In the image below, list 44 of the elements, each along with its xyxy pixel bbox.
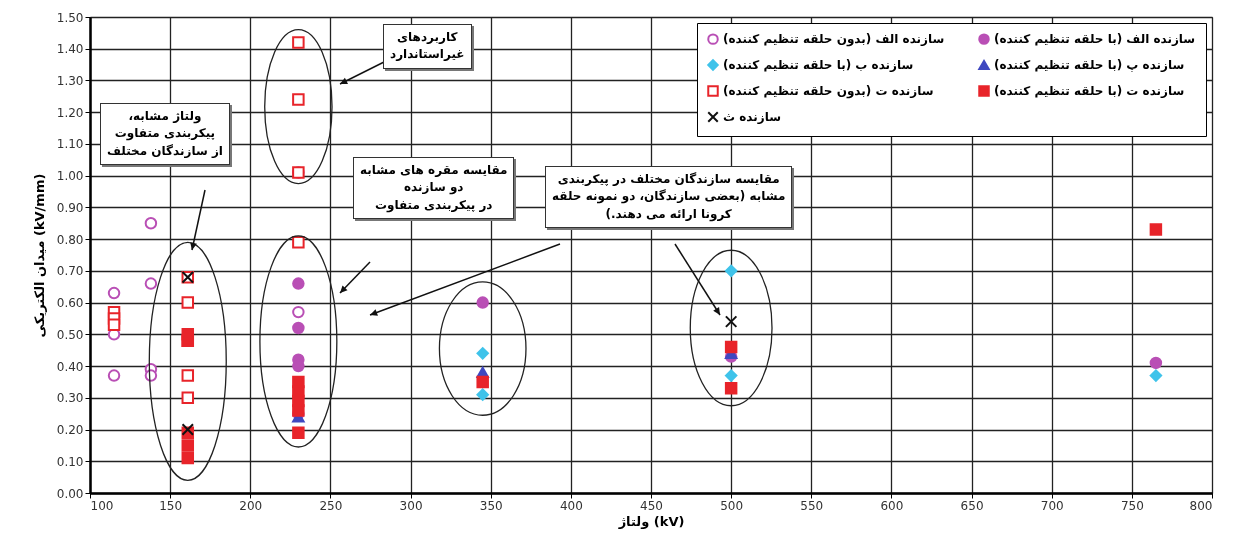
x-tick-label: 650 <box>960 498 984 513</box>
annotation: کاربردهای غیراستاندارد <box>383 24 472 69</box>
x-tick-label: 100 <box>90 498 114 513</box>
y-tick-label: 1.00 <box>56 169 84 184</box>
legend-label: سازنده ب (با حلقه تنظیم کننده) <box>723 58 914 72</box>
x-tick-label: 700 <box>1040 498 1064 513</box>
legend-label: سازنده ث <box>723 110 781 124</box>
y-tick-label: 0.00 <box>56 486 84 501</box>
x-tick-label: 550 <box>800 498 824 513</box>
x-tick-label: 400 <box>559 498 583 513</box>
y-tick-label: 0.90 <box>56 200 84 215</box>
y-tick-label: 0.50 <box>56 327 84 342</box>
x-tick-label: 300 <box>399 498 423 513</box>
x-axis-title: ولتاژ (kV) <box>617 513 685 529</box>
x-tick-label: 200 <box>239 498 263 513</box>
annotation: ولتاژ مشابه، پیکربندی متفاوت از سازندگان مختلف <box>100 103 230 166</box>
y-axis-title: میدان الکتریکی (kV/mm) <box>31 173 47 338</box>
x-tick-label: 250 <box>319 498 343 513</box>
y-tick-label: 1.10 <box>56 137 84 152</box>
x-tick-label: 500 <box>720 498 744 513</box>
y-tick-label: 1.50 <box>56 10 84 25</box>
y-tick-label: 1.30 <box>56 73 84 88</box>
y-tick-label: 0.30 <box>56 391 84 406</box>
y-tick-label: 1.40 <box>56 42 84 57</box>
y-tick-label: 0.10 <box>56 454 84 469</box>
legend-label: سازنده پ (با حلقه تنظیم کننده) <box>994 58 1185 72</box>
x-tick-label: 350 <box>479 498 503 513</box>
legend-label: سازنده الف (با حلقه تنظیم کننده) <box>994 32 1196 47</box>
annotation: مقایسه مقره های مشابه دو سازنده در پیکربندی متفاوت <box>353 157 515 220</box>
x-tick-label: 600 <box>880 498 904 513</box>
annotation: مقایسه سازندگان مختلف در پیکربندی مشابه (بعضی سازندگان، دو نمونه حلقه کرونا ارائه می دهند.) <box>545 166 793 229</box>
y-tick-label: 0.60 <box>56 296 84 311</box>
legend-label: سازنده ت (بدون حلقه تنظیم کننده) <box>723 84 934 99</box>
x-tick-label: 150 <box>159 498 183 513</box>
x-tick-label: 800 <box>1189 498 1213 513</box>
y-tick-label: 0.20 <box>56 423 84 438</box>
y-tick-label: 1.20 <box>56 105 84 120</box>
legend-label: سازنده ت (با حلقه تنظیم کننده) <box>994 84 1185 98</box>
y-tick-label: 0.80 <box>56 232 84 247</box>
y-tick-label: 0.70 <box>56 264 84 279</box>
x-tick-label: 750 <box>1120 498 1144 513</box>
legend-label: سازنده الف (بدون حلقه تنظیم کننده) <box>723 32 945 48</box>
x-tick-label: 450 <box>640 498 663 513</box>
y-tick-label: 0.40 <box>56 359 84 374</box>
